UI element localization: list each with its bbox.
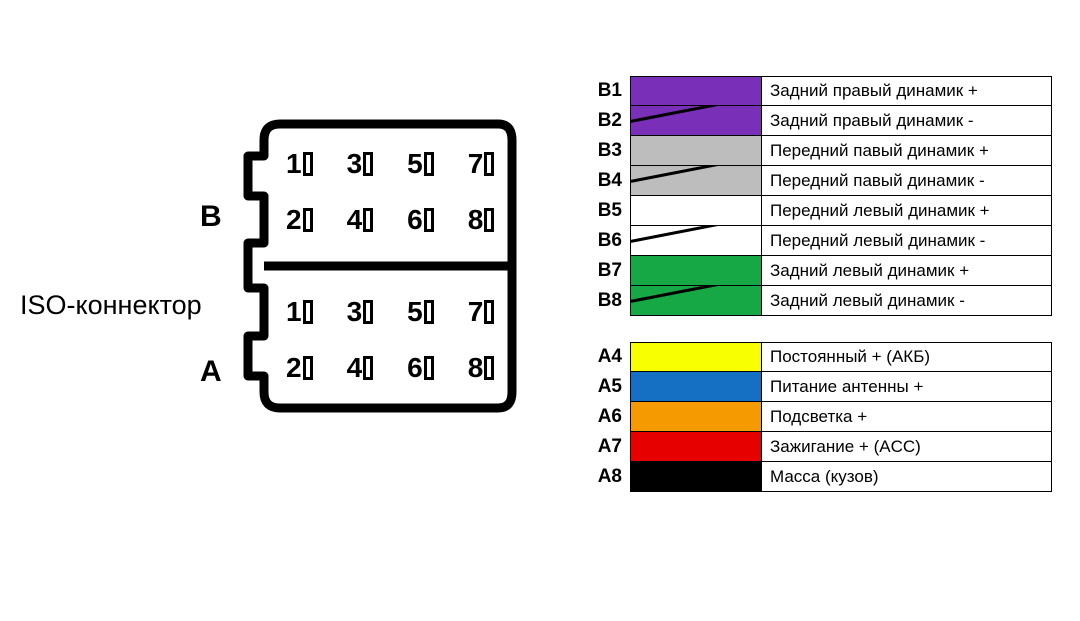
pin-row-b2: 2 4 6 8 — [286, 204, 494, 236]
legend-desc: Задний левый динамик - — [762, 286, 1052, 316]
legend-swatch — [630, 166, 762, 196]
legend-code: B8 — [592, 286, 630, 316]
pin-a2: 2 — [286, 352, 313, 384]
legend-desc: Постоянный + (АКБ) — [762, 342, 1052, 372]
legend-swatch — [630, 226, 762, 256]
legend-swatch — [630, 76, 762, 106]
pin-b6: 6 — [407, 204, 434, 236]
legend-row-b2: B2 Задний правый динамик - — [592, 106, 1052, 136]
legend-swatch — [630, 256, 762, 286]
pin-row-a1: 1 3 5 7 — [286, 296, 494, 328]
pin-b3: 3 — [347, 148, 374, 180]
legend-row-a5: A5 Питание антенны + — [592, 372, 1052, 402]
pin-a7: 7 — [468, 296, 495, 328]
pin-b7: 7 — [468, 148, 495, 180]
legend-desc: Задний левый динамик + — [762, 256, 1052, 286]
legend-row-b7: B7 Задний левый динамик + — [592, 256, 1052, 286]
pin-b5: 5 — [407, 148, 434, 180]
pin-a8: 8 — [468, 352, 495, 384]
legend-swatch — [630, 462, 762, 492]
legend-swatch — [630, 196, 762, 226]
legend-code: A8 — [592, 462, 630, 492]
iso-connector-title: ISO-коннектор — [20, 290, 202, 321]
section-label-a: A — [200, 355, 222, 389]
legend-code: B2 — [592, 106, 630, 136]
pin-row-a2: 2 4 6 8 — [286, 352, 494, 384]
legend-desc: Масса (кузов) — [762, 462, 1052, 492]
legend-code: A7 — [592, 432, 630, 462]
pin-b2: 2 — [286, 204, 313, 236]
legend-desc: Передний левый динамик + — [762, 196, 1052, 226]
legend-table: B1 Задний правый динамик + B2 Задний правый… — [592, 76, 1052, 492]
legend-row-a7: A7 Зажигание + (ACC) — [592, 432, 1052, 462]
pin-a3: 3 — [347, 296, 374, 328]
legend-swatch — [630, 136, 762, 166]
legend-desc: Передний павый динамик + — [762, 136, 1052, 166]
legend-row-b5: B5 Передний левый динамик + — [592, 196, 1052, 226]
legend-desc: Задний правый динамик - — [762, 106, 1052, 136]
legend-swatch — [630, 372, 762, 402]
legend-row-a4: A4 Постоянный + (АКБ) — [592, 342, 1052, 372]
legend-swatch — [630, 402, 762, 432]
pin-b4: 4 — [347, 204, 374, 236]
legend-desc: Передний левый динамик - — [762, 226, 1052, 256]
legend-code: B7 — [592, 256, 630, 286]
legend-code: B3 — [592, 136, 630, 166]
legend-row-b1: B1 Задний правый динамик + — [592, 76, 1052, 106]
legend-row-b4: B4 Передний павый динамик - — [592, 166, 1052, 196]
legend-row-b8: B8 Задний левый динамик - — [592, 286, 1052, 316]
legend-desc: Питание антенны + — [762, 372, 1052, 402]
legend-row-a6: A6 Подсветка + — [592, 402, 1052, 432]
pin-b8: 8 — [468, 204, 495, 236]
legend-code: A5 — [592, 372, 630, 402]
pin-row-b1: 1 3 5 7 — [286, 148, 494, 180]
legend-code: A6 — [592, 402, 630, 432]
legend-swatch — [630, 342, 762, 372]
legend-code: A4 — [592, 342, 630, 372]
legend-swatch — [630, 432, 762, 462]
legend-swatch — [630, 106, 762, 136]
pin-a6: 6 — [407, 352, 434, 384]
pin-a4: 4 — [347, 352, 374, 384]
legend-code: B1 — [592, 76, 630, 106]
legend-desc: Задний правый динамик + — [762, 76, 1052, 106]
legend-row-b6: B6 Передний левый динамик - — [592, 226, 1052, 256]
legend-desc: Зажигание + (ACC) — [762, 432, 1052, 462]
legend-row-a8: A8 Масса (кузов) — [592, 462, 1052, 492]
legend-code: B4 — [592, 166, 630, 196]
pin-a5: 5 — [407, 296, 434, 328]
legend-row-b3: B3 Передний павый динамик + — [592, 136, 1052, 166]
legend-code: B5 — [592, 196, 630, 226]
legend-desc: Передний павый динамик - — [762, 166, 1052, 196]
legend-code: B6 — [592, 226, 630, 256]
legend-desc: Подсветка + — [762, 402, 1052, 432]
pin-b1: 1 — [286, 148, 313, 180]
pin-a1: 1 — [286, 296, 313, 328]
section-label-b: B — [200, 200, 222, 234]
legend-swatch — [630, 286, 762, 316]
